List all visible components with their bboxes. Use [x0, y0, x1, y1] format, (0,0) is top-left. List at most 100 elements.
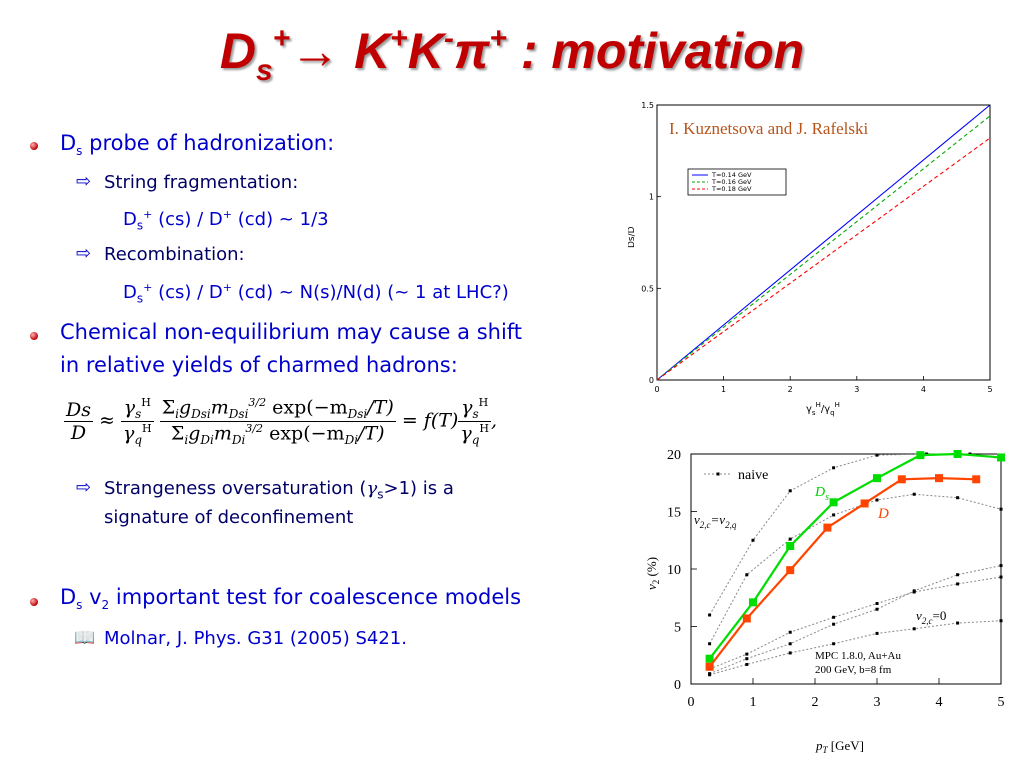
model-point: [912, 627, 916, 631]
ratio-vs-gamma-plot: 0 1 2 3 4 5 0 0.5 1 1.5 I. Kuznetsova and J. Rafe…: [628, 101, 993, 417]
ratio-recombination: Ds+ (cs) / D+ (cd) ~ N(s)/N(d) (~ 1 at L…: [123, 281, 509, 306]
model-point: [745, 573, 749, 577]
simulation-info-line2: 200 GeV, b=8 fm: [815, 664, 892, 676]
arrow-icon: ⇨: [76, 171, 92, 192]
model-point: [999, 507, 1003, 511]
y-tick-label: 20: [667, 448, 681, 463]
model-curve-3: [709, 493, 1002, 644]
sub-bullet-strangeness-line1: Strangeness oversaturation (γs>1) is a: [104, 478, 454, 502]
x-tick-label: 4: [921, 385, 926, 394]
v2-equal-label: v2,c=v2,q: [694, 512, 737, 530]
bullet-marker: [30, 142, 38, 150]
legend-entry: T=0.14 GeV: [711, 171, 752, 179]
series-line-D: [708, 477, 977, 668]
slide-title: Ds+→ K+K-π+ : motivation: [219, 22, 805, 87]
d-series-label: D: [877, 506, 889, 522]
ratio-string-fragmentation: Ds+ (cs) / D+ (cd) ~ 1/3: [123, 208, 329, 233]
ds-series-label: Ds: [814, 485, 829, 503]
data-point: [742, 614, 751, 623]
yield-ratio-formula: Ds D ≈ γsH γqH ΣigDsimDsi3/2 exp(−mDsi/T) Σ…: [64, 396, 498, 448]
model-point: [745, 652, 749, 656]
data-point: [873, 474, 881, 483]
data-point: [705, 654, 714, 663]
legend-entry: T=0.16 GeV: [711, 178, 752, 186]
data-point: [916, 451, 925, 460]
legend-naive-label: naive: [738, 468, 768, 483]
model-point: [745, 657, 749, 661]
reference-molnar: Molnar, J. Phys. G31 (2005) S421.: [104, 628, 407, 649]
model-curve-5: [709, 565, 1002, 675]
series-line-1: [656, 115, 991, 381]
bullet-chemical-non-equilibrium-line1: Chemical non-equilibrium may cause a shi…: [60, 320, 523, 344]
data-point: [705, 662, 714, 671]
series-line-D_s: [708, 452, 1002, 660]
data-point: [786, 566, 795, 575]
model-point: [788, 537, 792, 541]
plot1-series: [656, 104, 991, 381]
bullet-marker: [30, 332, 38, 340]
model-point: [956, 582, 960, 586]
model-point: [956, 573, 960, 577]
sub-bullet-recombination: Recombination:: [104, 244, 245, 265]
model-point: [999, 575, 1003, 579]
x-tick-label: 0: [654, 385, 659, 394]
y-tick-label: 10: [667, 563, 681, 578]
simulation-info-line1: MPC 1.8.0, Au+Au: [815, 650, 901, 662]
x-tick-label: 2: [788, 385, 793, 394]
model-point: [788, 642, 792, 646]
model-point: [745, 662, 749, 666]
plot1-frame: [656, 104, 991, 381]
y-tick-label: 1.5: [641, 101, 654, 110]
model-point: [999, 564, 1003, 568]
x-tick-label: 1: [750, 695, 757, 710]
data-point: [997, 453, 1005, 462]
x-tick-label: 5: [998, 695, 1005, 710]
model-point: [912, 589, 916, 593]
legend-naive-marker: [716, 472, 720, 476]
plot2-annotations: naive Ds D v2,c=v2,q v2,c=0 MPC 1.8.0, A…: [694, 468, 946, 676]
model-point: [832, 622, 836, 626]
model-point: [999, 619, 1003, 623]
model-point: [956, 496, 960, 500]
plot1-legend: T=0.14 GeV T=0.16 GeV T=0.18 GeV: [687, 168, 787, 196]
model-point: [956, 621, 960, 625]
bullet-chemical-non-equilibrium-line2: in relative yields of charmed hadrons:: [60, 353, 458, 377]
model-point: [875, 453, 879, 457]
model-point: [788, 489, 792, 493]
x-tick-label: 5: [987, 385, 992, 394]
data-point: [823, 523, 832, 532]
model-point: [708, 673, 712, 677]
x-tick-label: 4: [936, 695, 943, 710]
series-line-2: [656, 137, 991, 381]
model-point: [708, 613, 712, 617]
data-point: [860, 499, 869, 508]
model-curve-4: [709, 576, 1002, 670]
plot2-ticks: 0 1 2 3 4 5 0 5 10 15 20: [667, 448, 1005, 710]
model-point: [875, 498, 879, 502]
bullet-ds-v2: Ds v2 important test for coalescence mod…: [60, 585, 522, 613]
model-point: [832, 615, 836, 619]
y-tick-label: 0: [674, 678, 681, 693]
model-point: [832, 513, 836, 517]
plot1-xlabel: γsH/γqH: [806, 401, 840, 417]
model-point: [788, 651, 792, 655]
arrow-icon: ⇨: [76, 243, 92, 264]
y-tick-label: 0: [649, 376, 654, 385]
data-point: [786, 542, 795, 550]
plot2-series: [704, 450, 1005, 677]
data-point: [897, 475, 906, 484]
x-tick-label: 0: [688, 695, 695, 710]
series-line-0: [656, 104, 991, 381]
y-tick-label: 1: [649, 193, 654, 202]
model-point: [875, 607, 879, 611]
v2-vs-pt-plot: 0 1 2 3 4 5 0 5 10 15 20 naive Ds D v2,c=v2,q v2,c…: [624, 426, 1024, 768]
x-tick-label: 1: [721, 385, 726, 394]
y-tick-label: 0.5: [641, 284, 654, 293]
bullet-ds-probe: Ds probe of hadronization:: [60, 131, 335, 159]
y-tick-label: 15: [667, 506, 681, 521]
model-point: [912, 492, 916, 496]
model-point: [832, 466, 836, 470]
y-tick-label: 5: [674, 621, 681, 636]
sub-bullet-string-fragmentation: String fragmentation:: [104, 172, 299, 193]
data-point: [953, 450, 962, 458]
